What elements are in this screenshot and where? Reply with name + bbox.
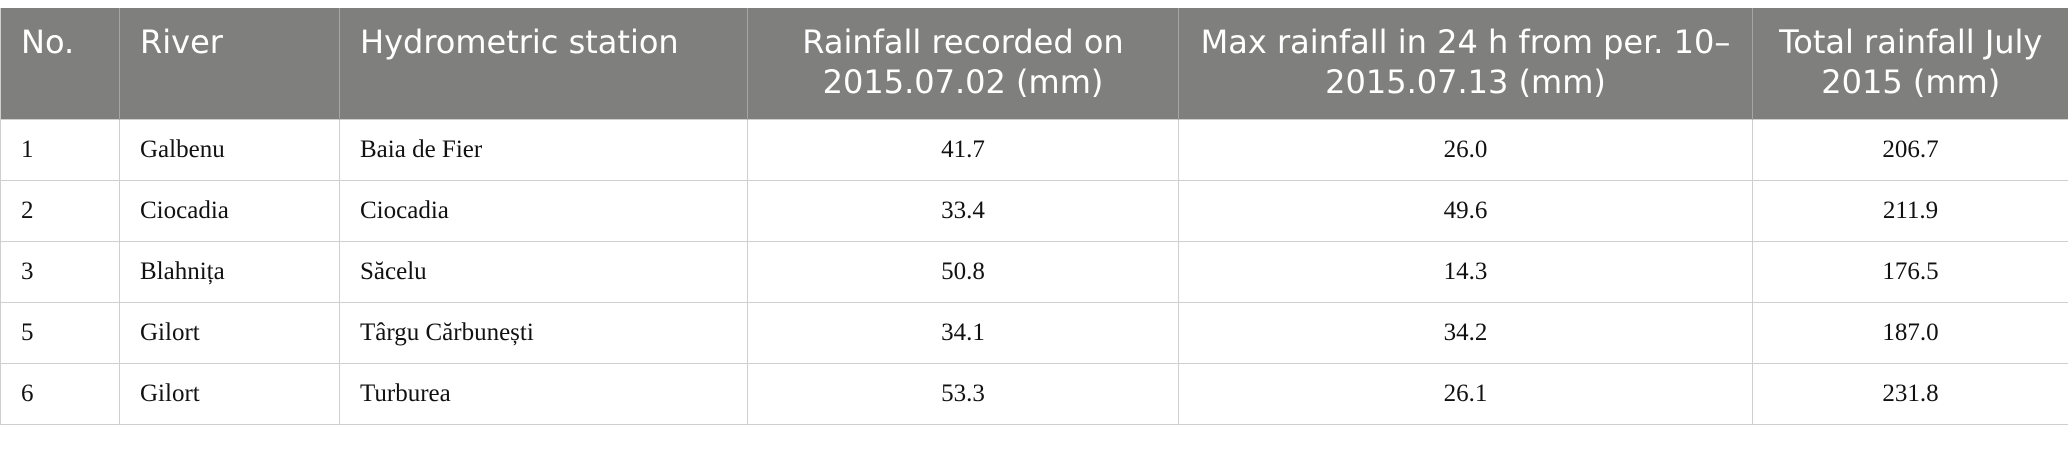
table-cell: 5 [1, 302, 120, 363]
table-cell: Turburea [340, 363, 748, 424]
header-cell: Total rainfall July 2015 (mm) [1753, 8, 2068, 119]
header-cell: No. [1, 8, 120, 119]
header-cell: River [120, 8, 340, 119]
table-cell: Ciocadia [340, 180, 748, 241]
table-cell: 41.7 [748, 119, 1179, 180]
table-cell: 34.1 [748, 302, 1179, 363]
table-cell: Ciocadia [120, 180, 340, 241]
table-cell: 6 [1, 363, 120, 424]
header-row: No. River Hydrometric station Rainfall r… [1, 8, 2068, 119]
table-cell: 3 [1, 241, 120, 302]
table-cell: 49.6 [1179, 180, 1753, 241]
table-cell: 26.1 [1179, 363, 1753, 424]
table-cell: Baia de Fier [340, 119, 748, 180]
table-cell: 53.3 [748, 363, 1179, 424]
header-cell: Max rainfall in 24 h from per. 10–2015.0… [1179, 8, 1753, 119]
page: No. River Hydrometric station Rainfall r… [0, 8, 2068, 452]
table-cell: Gilort [120, 302, 340, 363]
table-cell: 33.4 [748, 180, 1179, 241]
table-cell: 211.9 [1753, 180, 2068, 241]
header-cell: Rainfall recorded on 2015.07.02 (mm) [748, 8, 1179, 119]
table-cell: 50.8 [748, 241, 1179, 302]
table-cell: Târgu Cărbunești [340, 302, 748, 363]
table-cell: 34.2 [1179, 302, 1753, 363]
table-cell: 206.7 [1753, 119, 2068, 180]
table-cell: 1 [1, 119, 120, 180]
header-cell: Hydrometric station [340, 8, 748, 119]
table-cell: 231.8 [1753, 363, 2068, 424]
table-cell: 2 [1, 180, 120, 241]
table-cell: 26.0 [1179, 119, 1753, 180]
table-cell: Săcelu [340, 241, 748, 302]
table-cell: Galbenu [120, 119, 340, 180]
table-cell: 187.0 [1753, 302, 2068, 363]
table-cell: Gilort [120, 363, 340, 424]
table-cell: Blahnița [120, 241, 340, 302]
table-cell: 14.3 [1179, 241, 1753, 302]
table-cell: 176.5 [1753, 241, 2068, 302]
data-table: No. River Hydrometric station Rainfall r… [0, 8, 2068, 425]
